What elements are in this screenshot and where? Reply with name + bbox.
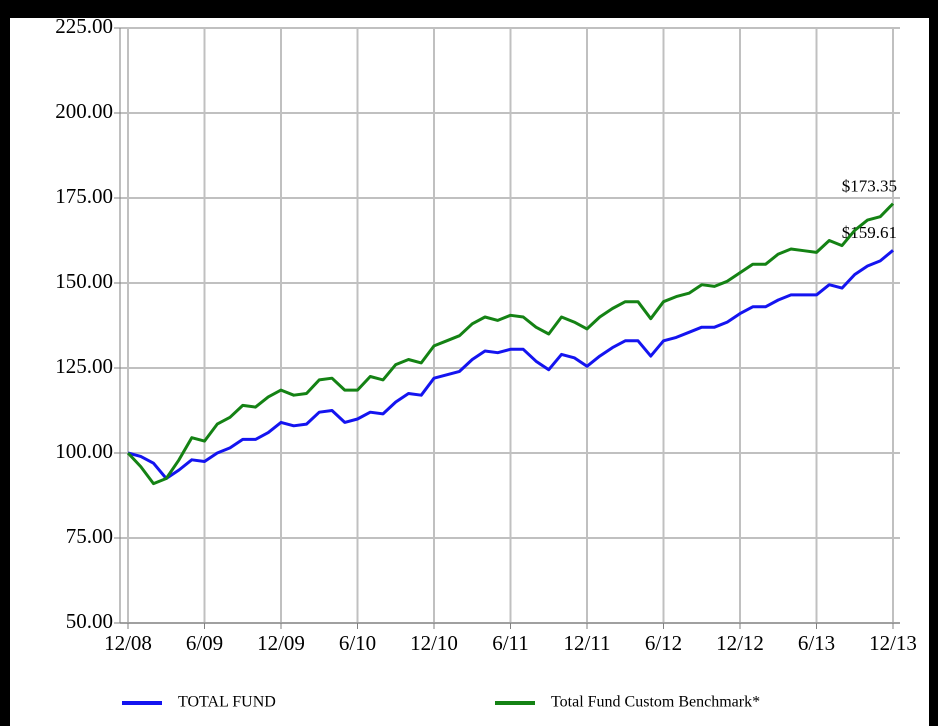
x-tick-label: 6/11 xyxy=(492,631,529,655)
series-line xyxy=(126,202,895,486)
y-tick-label: 150.00 xyxy=(55,269,113,293)
y-tick-label: 75.00 xyxy=(66,524,113,548)
y-tick-label: 175.00 xyxy=(55,184,113,208)
x-tick-label: 12/11 xyxy=(563,631,610,655)
x-tick-label: 12/10 xyxy=(410,631,458,655)
x-tick-label: 6/09 xyxy=(186,631,223,655)
x-tick-label: 12/08 xyxy=(104,631,152,655)
y-tick-label: 100.00 xyxy=(55,439,113,463)
y-tick-label: 125.00 xyxy=(55,354,113,378)
y-tick-label: 200.00 xyxy=(55,99,113,123)
data-label: $159.61 xyxy=(842,223,897,242)
x-tick-label: 12/12 xyxy=(716,631,764,655)
y-tick-label: 225.00 xyxy=(55,14,113,38)
x-tick-label: 12/09 xyxy=(257,631,305,655)
series-line xyxy=(127,249,894,480)
x-tick-label: 12/13 xyxy=(869,631,917,655)
x-tick-label: 6/12 xyxy=(645,631,682,655)
x-tick-label: 6/10 xyxy=(339,631,376,655)
y-tick-label: 50.00 xyxy=(66,609,113,633)
chart-background xyxy=(10,18,929,726)
x-tick-label: 6/13 xyxy=(798,631,835,655)
legend-label: TOTAL FUND xyxy=(178,694,276,711)
legend-label: Total Fund Custom Benchmark* xyxy=(551,694,760,711)
data-label: $173.35 xyxy=(842,177,897,196)
